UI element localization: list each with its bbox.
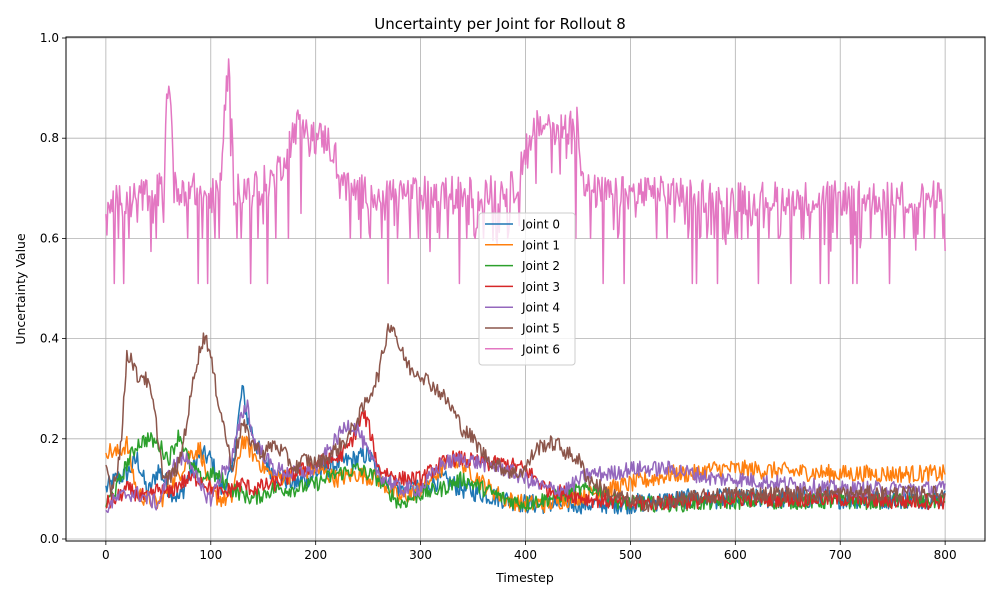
x-tick-label: 400: [514, 548, 537, 562]
series-line-joint-5: [105, 323, 946, 513]
x-tick-label: 300: [409, 548, 432, 562]
y-tick-label: 0.0: [40, 532, 59, 546]
x-tick-label: 200: [304, 548, 327, 562]
x-tick-label: 800: [934, 548, 957, 562]
grid: [66, 37, 985, 541]
series-line-joint-1: [105, 435, 946, 514]
x-tick-label: 500: [619, 548, 642, 562]
legend-label: Joint 2: [521, 259, 560, 273]
y-tick-label: 0.2: [40, 432, 59, 446]
x-tick-label: 600: [724, 548, 747, 562]
y-tick-label: 1.0: [40, 31, 59, 45]
series-lines: [105, 58, 946, 515]
y-tick-label: 0.4: [40, 332, 59, 346]
x-axis-label: Timestep: [495, 570, 554, 585]
legend-label: Joint 4: [521, 301, 560, 315]
x-axis-ticks: 0 100 200 300 400 500 600 700 800: [102, 541, 957, 562]
y-tick-label: 0.8: [40, 131, 59, 145]
legend-label: Joint 3: [521, 280, 560, 294]
y-axis-ticks: 0.0 0.2 0.4 0.6 0.8 1.0: [40, 31, 66, 546]
x-tick-label: 100: [199, 548, 222, 562]
y-tick-label: 0.6: [40, 231, 59, 245]
x-tick-label: 700: [829, 548, 852, 562]
series-line-joint-6: [105, 58, 946, 285]
legend-label: Joint 6: [521, 342, 560, 356]
legend-label: Joint 1: [521, 238, 560, 252]
legend-label: Joint 0: [521, 218, 560, 232]
series-line-joint-3: [105, 410, 946, 511]
legend-label: Joint 5: [521, 322, 560, 336]
legend: Joint 0 Joint 1 Joint 2 Joint 3 Joint 4 Joint…: [478, 212, 576, 366]
y-axis-label: Uncertainty Value: [13, 233, 28, 345]
legend-box: [478, 212, 576, 366]
x-tick-label: 0: [102, 548, 110, 562]
chart-title: Uncertainty per Joint for Rollout 8: [374, 15, 626, 33]
